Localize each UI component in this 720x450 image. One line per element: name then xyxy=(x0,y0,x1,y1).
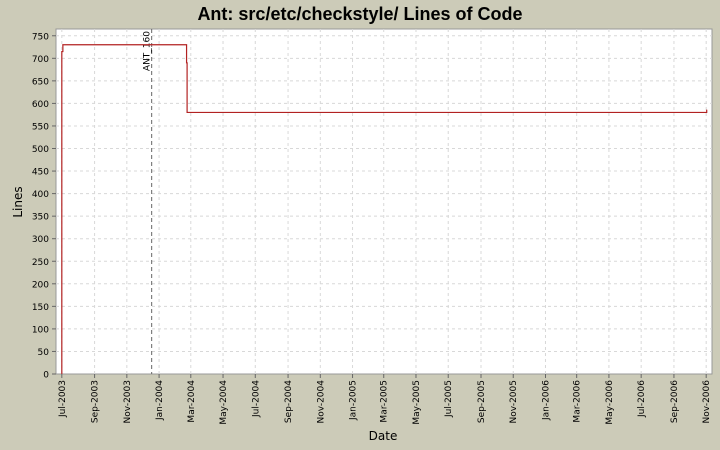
x-tick-label: Mar-2004 xyxy=(187,380,197,423)
y-tick-label: 450 xyxy=(32,168,49,178)
y-tick-label: 650 xyxy=(32,77,49,87)
grid-lines xyxy=(56,29,712,374)
y-tick-label: 300 xyxy=(32,235,49,245)
series-layer xyxy=(61,44,708,374)
x-tick-label: Sep-2003 xyxy=(91,380,101,423)
x-tick-label: Jul-2003 xyxy=(58,380,68,418)
x-axis-label: Date xyxy=(369,429,398,443)
x-tick-label: Jul-2006 xyxy=(637,380,647,418)
x-tick-label: May-2004 xyxy=(219,380,229,425)
x-tick-label: Nov-2004 xyxy=(316,380,326,424)
x-tick-label: Nov-2003 xyxy=(123,380,133,423)
y-tick-label: 0 xyxy=(43,371,49,381)
x-tick-label: Jan-2006 xyxy=(541,380,551,421)
y-tick-label: 150 xyxy=(32,303,49,313)
x-axis-ticks: Jul-2003 Sep-2003 Nov-2003 Jan-2004 Mar-2004… xyxy=(58,374,712,425)
x-tick-label: Nov-2006 xyxy=(702,380,712,424)
y-tick-label: 50 xyxy=(38,348,50,358)
chart-title: Ant: src/etc/checkstyle/ Lines of Code xyxy=(197,4,522,24)
series-line xyxy=(61,44,708,374)
x-tick-label: Jul-2005 xyxy=(444,380,454,418)
x-tick-label: Jul-2004 xyxy=(251,380,261,418)
annotation-layer: ANT_160 xyxy=(143,29,153,374)
x-tick-label: May-2006 xyxy=(605,380,615,425)
y-tick-label: 350 xyxy=(32,213,49,223)
x-tick-label: Nov-2005 xyxy=(509,380,519,423)
y-tick-label: 400 xyxy=(32,190,49,200)
x-tick-label: Sep-2004 xyxy=(284,380,294,423)
annotation-label: ANT_160 xyxy=(143,31,153,71)
y-tick-label: 100 xyxy=(32,325,49,335)
y-tick-label: 500 xyxy=(32,145,49,155)
x-tick-label: Sep-2006 xyxy=(670,380,680,423)
x-tick-label: Sep-2005 xyxy=(477,380,487,423)
y-tick-label: 700 xyxy=(32,55,49,65)
x-tick-label: Mar-2005 xyxy=(380,380,390,423)
x-tick-label: Jan-2005 xyxy=(349,380,359,421)
x-tick-label: Mar-2006 xyxy=(573,380,583,423)
y-axis-ticks: 0 50 100 150 200 250 300 350 400 450 500 550 600 650 7… xyxy=(32,32,56,381)
plot-area xyxy=(55,28,713,375)
x-tick-label: Jan-2004 xyxy=(155,380,165,421)
x-tick-label: May-2005 xyxy=(412,380,422,425)
y-tick-label: 200 xyxy=(32,280,49,290)
y-tick-label: 600 xyxy=(32,100,49,110)
y-axis-label: Lines xyxy=(11,186,25,217)
y-tick-label: 250 xyxy=(32,258,49,268)
y-tick-label: 750 xyxy=(32,32,49,42)
y-tick-label: 550 xyxy=(32,122,49,132)
